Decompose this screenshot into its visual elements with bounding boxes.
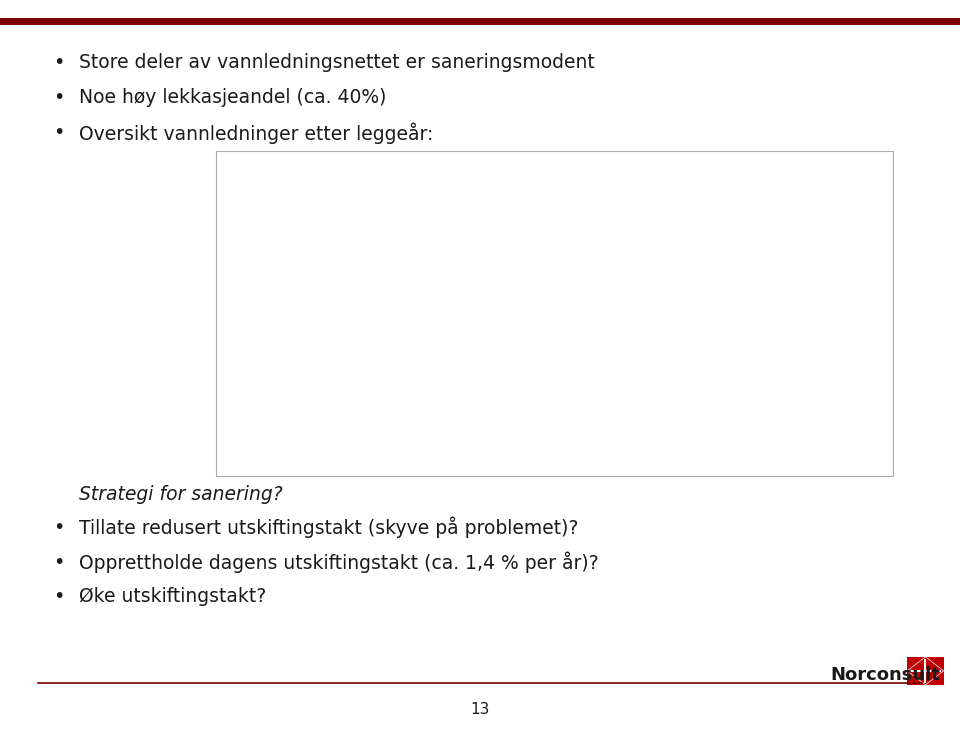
Text: 24 %: 24 % [466,338,501,351]
Text: 1980-1989: 1980-1989 [698,280,770,294]
Text: < 1960: < 1960 [698,174,747,187]
Bar [657,277,684,299]
Text: 19 %: 19 % [451,259,488,272]
Text: 5 %: 5 % [350,301,377,314]
Text: 2 %: 2 % [424,175,446,188]
Bar [657,348,684,370]
Text: Opprettholde dagens utskiftingstakt (ca. 1,4 % per år)?: Opprettholde dagens utskiftingstakt (ca.… [79,551,598,573]
Wedge shape [324,288,427,320]
Wedge shape [427,210,440,314]
Bar [657,312,684,335]
Bar [657,205,684,228]
Text: •: • [53,123,64,142]
Text: Norconsult: Norconsult [830,666,940,684]
Bar [657,419,684,441]
Text: 2010-: 2010- [698,387,736,401]
Text: Strategi for sanering?: Strategi for sanering? [79,485,282,504]
Wedge shape [427,288,531,412]
Text: •: • [53,553,64,572]
Wedge shape [427,211,527,314]
Text: •: • [53,518,64,537]
Text: 1960-1969: 1960-1969 [698,210,770,223]
Text: •: • [53,587,64,606]
Text: 13: 13 [470,703,490,717]
Bar [657,384,684,406]
Text: Øke utskiftingstakt?: Øke utskiftingstakt? [79,587,266,606]
Text: •: • [53,88,64,107]
Text: 0 %: 0 % [416,175,439,188]
Text: Oversikt vannledninger etter leggeår:: Oversikt vannledninger etter leggeår: [79,122,433,144]
Text: •: • [53,53,64,72]
Wedge shape [383,314,459,417]
Text: Ukjent: Ukjent [698,424,741,436]
Text: 1970-1979: 1970-1979 [698,245,770,258]
Text: Noe høy lekkasjeandel (ca. 40%): Noe høy lekkasjeandel (ca. 40%) [79,88,386,107]
Polygon shape [907,657,944,685]
Text: 2000-2009: 2000-2009 [698,352,770,365]
Text: 21 %: 21 % [370,257,406,269]
Text: 17 %: 17 % [356,343,393,356]
Text: Store deler av vannledningsnettet er saneringsmodent: Store deler av vannledningsnettet er san… [79,53,594,72]
Text: 12 %: 12 % [405,371,442,384]
Bar [657,170,684,192]
Wedge shape [324,314,427,407]
Text: 1990-1999: 1990-1999 [698,317,770,329]
Wedge shape [327,210,427,314]
Bar [657,241,684,263]
Text: Tillate redusert utskiftingstakt (skyve på problemet)?: Tillate redusert utskiftingstakt (skyve … [79,517,578,539]
